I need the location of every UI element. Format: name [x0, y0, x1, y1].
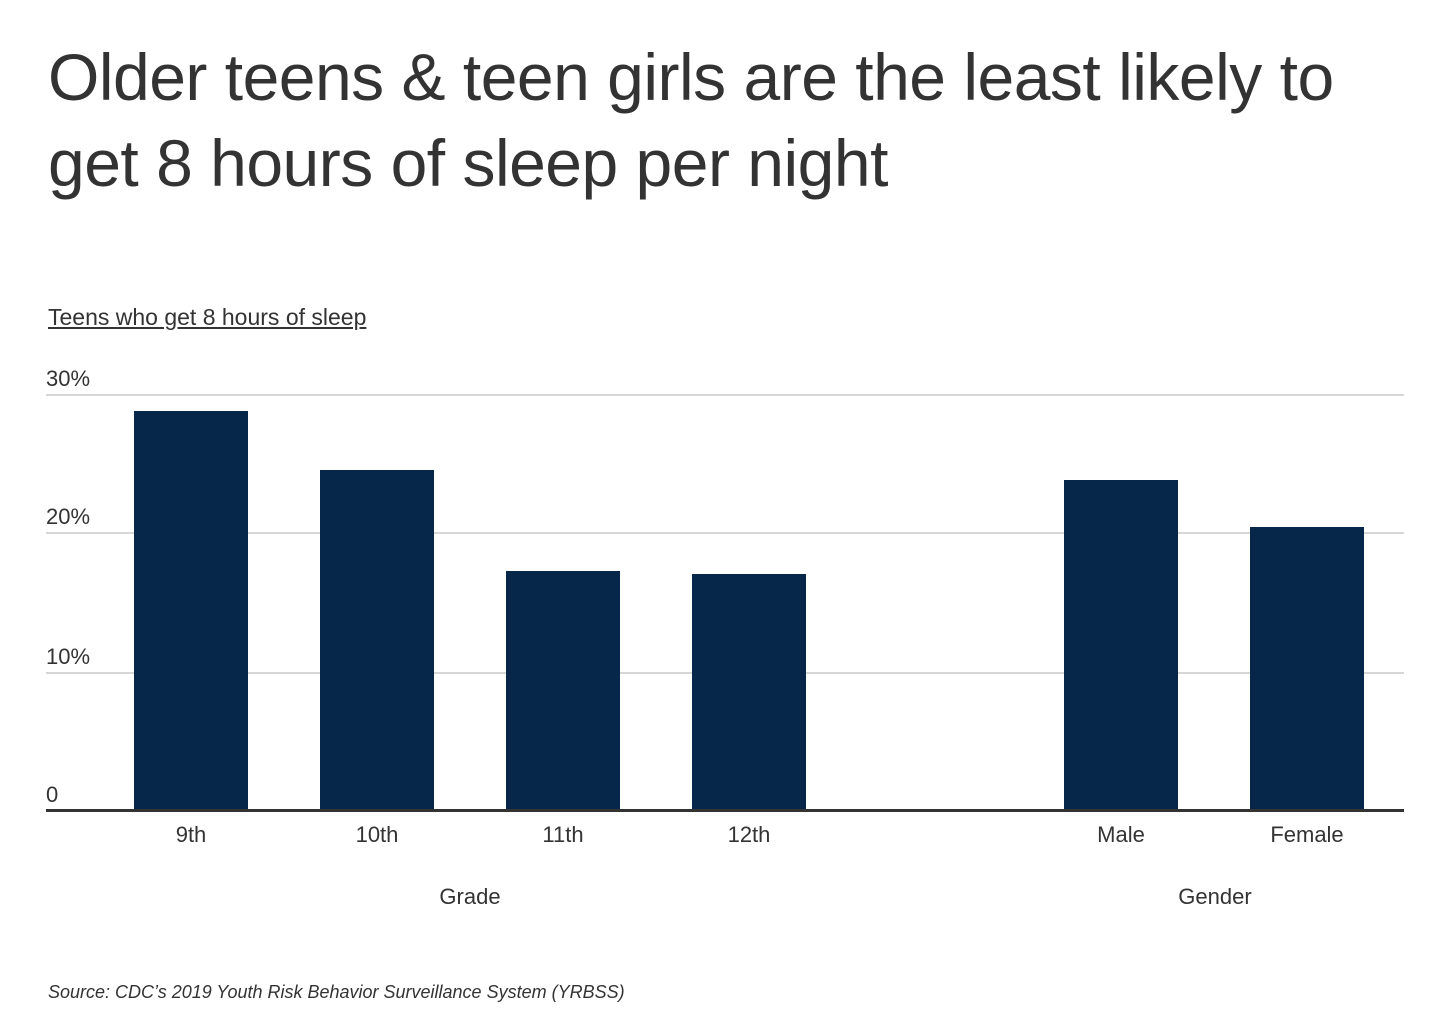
x-label-10th: 10th: [355, 822, 399, 847]
y-tick-0: 0: [46, 782, 59, 807]
source-note: Source: CDC’s 2019 Youth Risk Behavior S…: [48, 982, 625, 1002]
bar-female: [1250, 527, 1364, 810]
x-label-9th: 9th: [175, 822, 207, 847]
y-tick-30: 30%: [46, 366, 91, 391]
x-label-12th: 12th: [727, 822, 771, 847]
bar-male: [1064, 479, 1178, 810]
chart-subtitle: Teens who get 8 hours of sleep: [48, 304, 367, 330]
x-axis-line: [46, 809, 1404, 812]
x-label-female: Female: [1270, 822, 1344, 847]
gridline-30: [46, 394, 1404, 396]
bar-12th: [692, 574, 806, 810]
x-label-male: Male: [1097, 822, 1145, 847]
bar-11th: [506, 571, 620, 810]
y-tick-10: 10%: [46, 644, 91, 669]
y-tick-20: 20%: [46, 504, 91, 529]
bar-9th: [134, 410, 248, 810]
group-label-gender: Gender: [1178, 884, 1252, 909]
x-label-11th: 11th: [542, 822, 584, 847]
gridline-20: [46, 532, 1404, 534]
group-label-grade: Grade: [439, 884, 501, 909]
chart-title: Older teens & teen girls are the least l…: [48, 40, 1334, 200]
bar-10th: [320, 470, 434, 810]
